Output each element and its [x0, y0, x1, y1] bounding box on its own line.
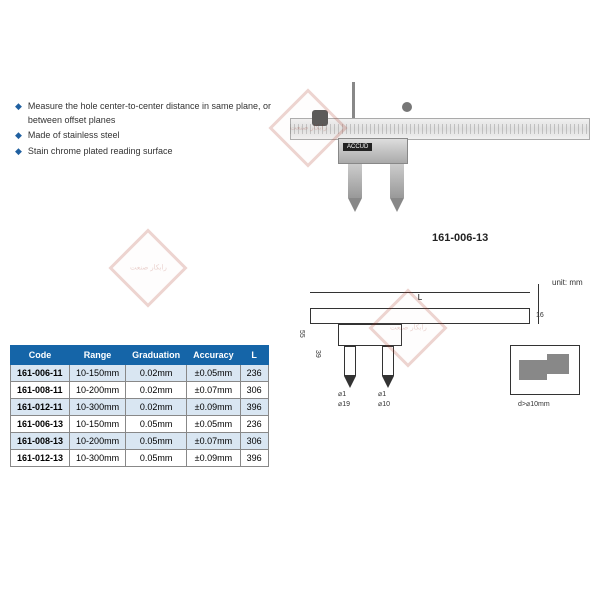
feature-item: ◆ Measure the hole center-to-center dist…	[15, 100, 275, 127]
feature-text: Stain chrome plated reading surface	[28, 145, 173, 159]
td-code: 161-006-13	[11, 416, 70, 433]
bullet-icon: ◆	[15, 129, 22, 143]
feature-list: ◆ Measure the hole center-to-center dist…	[15, 100, 275, 160]
td-acc: ±0.09mm	[187, 450, 241, 467]
td-range: 10-200mm	[70, 433, 126, 450]
brand-label: ACCUD	[343, 143, 372, 151]
td-code: 161-012-11	[11, 399, 70, 416]
product-photo: ACCUD	[290, 90, 590, 220]
td-range: 10-300mm	[70, 399, 126, 416]
td-range: 10-200mm	[70, 382, 126, 399]
td-grad: 0.02mm	[126, 365, 187, 382]
td-range: 10-150mm	[70, 365, 126, 382]
spec-table: Code Range Graduation Accuracy L 161-006…	[10, 345, 269, 467]
td-grad: 0.05mm	[126, 433, 187, 450]
feature-text: Made of stainless steel	[28, 129, 120, 143]
dim-line-v	[538, 284, 539, 324]
bullet-icon: ◆	[15, 145, 22, 159]
td-grad: 0.05mm	[126, 416, 187, 433]
watermark-icon: رابكار صنعت	[108, 228, 187, 307]
caliper-rod	[352, 82, 355, 118]
td-code: 161-012-13	[11, 450, 70, 467]
td-l: 396	[240, 450, 268, 467]
feature-text: Measure the hole center-to-center distan…	[28, 100, 275, 127]
table-row: 161-012-1110-300mm0.02mm±0.09mm396	[11, 399, 269, 416]
td-code: 161-008-11	[11, 382, 70, 399]
td-grad: 0.05mm	[126, 450, 187, 467]
table-row: 161-008-1110-200mm0.02mm±0.07mm306	[11, 382, 269, 399]
td-range: 10-150mm	[70, 416, 126, 433]
dim-d1b: ⌀19	[338, 400, 350, 408]
dim-d1a: ⌀1	[338, 390, 346, 398]
inset-block-1	[519, 360, 547, 380]
td-l: 236	[240, 416, 268, 433]
td-acc: ±0.07mm	[187, 382, 241, 399]
caliper-jaw-left	[348, 164, 362, 198]
drawing-jaw-1	[344, 346, 356, 376]
td-l: 396	[240, 399, 268, 416]
table-header-row: Code Range Graduation Accuracy L	[11, 346, 269, 365]
inset-note: d>⌀10mm	[518, 400, 550, 408]
th-range: Range	[70, 346, 126, 365]
watermark-text: رابكار صنعت	[290, 124, 327, 132]
technical-drawing: L 16 55 39 ⌀1 ⌀19 ⌀1 ⌀10 d>⌀10mm	[310, 290, 590, 450]
dim-d2b: ⌀10	[378, 400, 390, 408]
th-code: Code	[11, 346, 70, 365]
model-label: 161-006-13	[432, 232, 488, 244]
dim-55: 55	[298, 330, 305, 338]
th-acc: Accuracy	[187, 346, 241, 365]
bullet-icon: ◆	[15, 100, 22, 127]
feature-item: ◆ Stain chrome plated reading surface	[15, 145, 275, 159]
dim-d2a: ⌀1	[378, 390, 386, 398]
td-l: 306	[240, 382, 268, 399]
td-acc: ±0.05mm	[187, 416, 241, 433]
caliper-jaw-right	[390, 164, 404, 198]
td-range: 10-300mm	[70, 450, 126, 467]
caliper-slider: ACCUD	[338, 138, 408, 164]
content-area: ◆ Measure the hole center-to-center dist…	[0, 80, 600, 500]
td-l: 236	[240, 365, 268, 382]
dim-39: 39	[314, 350, 321, 358]
caliper-knob	[402, 102, 412, 112]
caliper-tip-right	[390, 198, 404, 212]
watermark-text: رابكار صنعت	[390, 324, 427, 332]
table-row: 161-008-1310-200mm0.05mm±0.07mm306	[11, 433, 269, 450]
table-row: 161-012-1310-300mm0.05mm±0.09mm396	[11, 450, 269, 467]
td-acc: ±0.07mm	[187, 433, 241, 450]
td-l: 306	[240, 433, 268, 450]
td-code: 161-008-13	[11, 433, 70, 450]
td-grad: 0.02mm	[126, 382, 187, 399]
table-row: 161-006-1110-150mm0.02mm±0.05mm236	[11, 365, 269, 382]
drawing-tip-2	[382, 376, 394, 388]
td-acc: ±0.05mm	[187, 365, 241, 382]
caliper-tip-left	[348, 198, 362, 212]
td-code: 161-006-11	[11, 365, 70, 382]
table-row: 161-006-1310-150mm0.05mm±0.05mm236	[11, 416, 269, 433]
unit-label: unit: mm	[552, 278, 583, 287]
td-acc: ±0.09mm	[187, 399, 241, 416]
th-l: L	[240, 346, 268, 365]
drawing-inset	[510, 345, 580, 395]
th-grad: Graduation	[126, 346, 187, 365]
inset-block-2	[547, 354, 569, 374]
feature-item: ◆ Made of stainless steel	[15, 129, 275, 143]
td-grad: 0.02mm	[126, 399, 187, 416]
drawing-tip-1	[344, 376, 356, 388]
watermark-text: رابكار صنعت	[130, 264, 167, 272]
